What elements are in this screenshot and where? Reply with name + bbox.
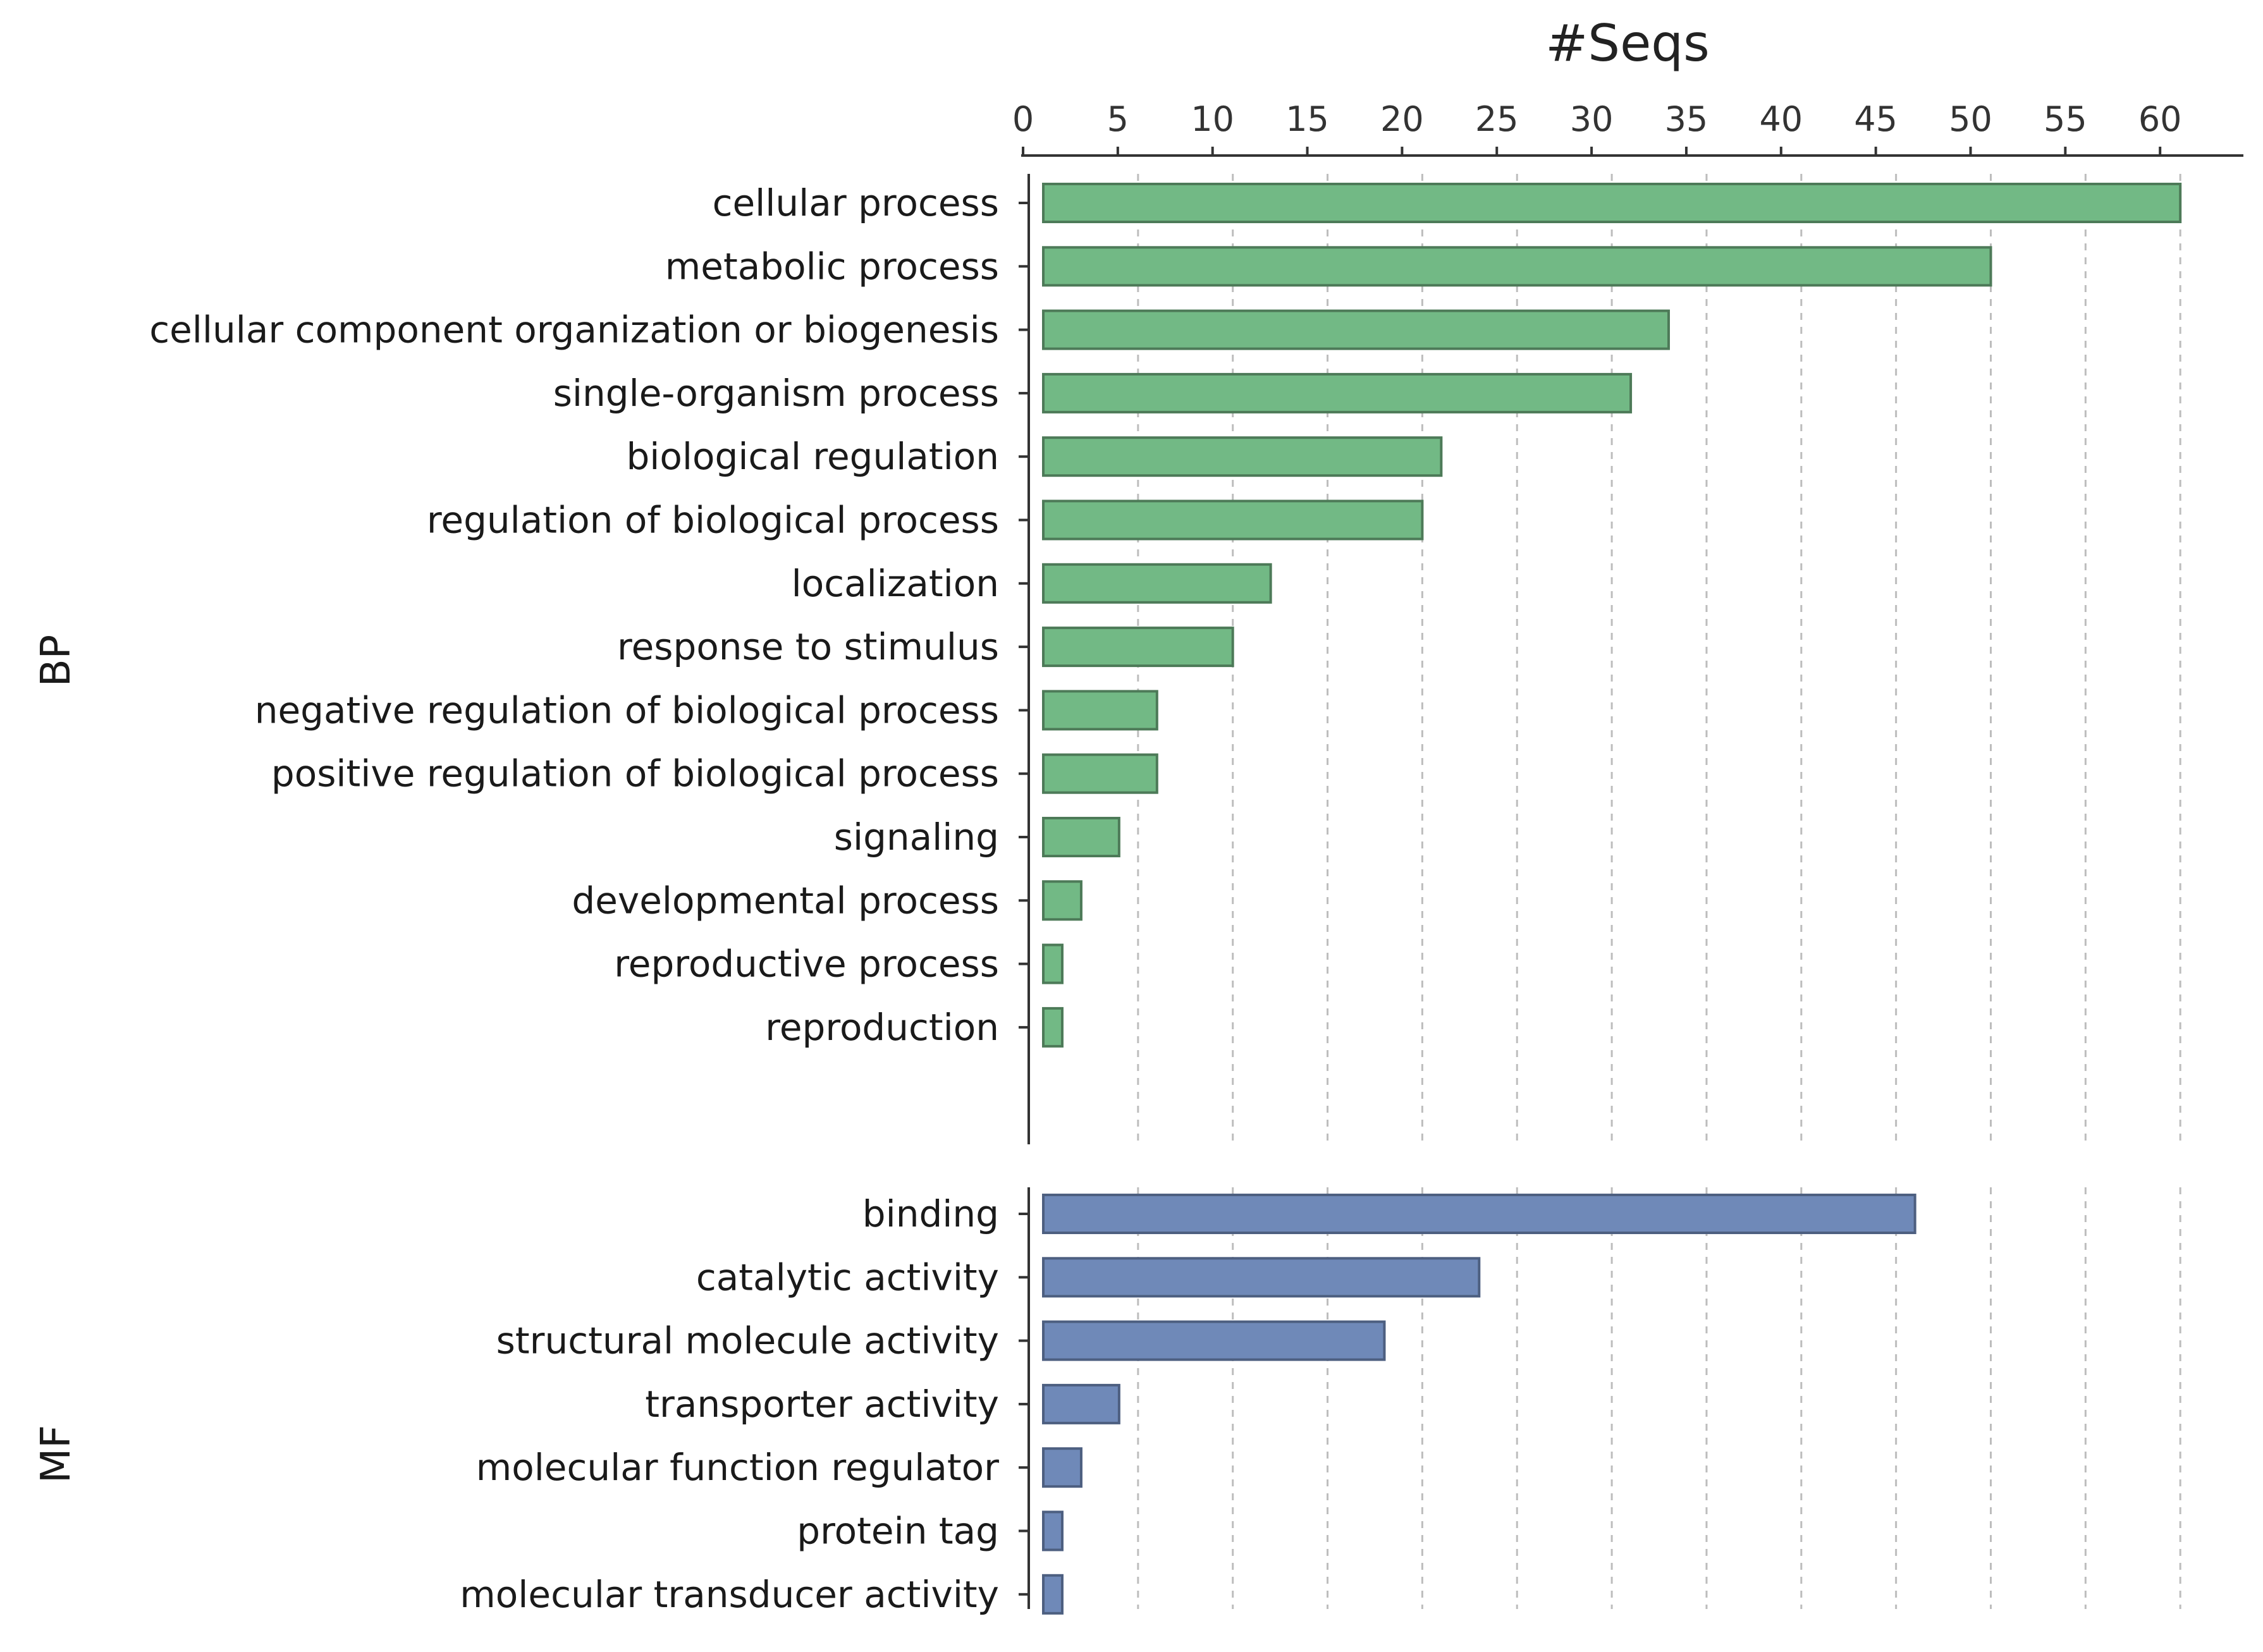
bar-mf xyxy=(1042,1194,1916,1234)
bar-bp xyxy=(1042,246,1992,287)
bar-bp xyxy=(1042,309,1671,350)
labels: #Seqs 0 5 10 15 20 25 30 35 40 45 50 55 60 BP cellular … xyxy=(33,14,2182,1616)
category-label: molecular function regulator xyxy=(476,1446,999,1489)
x-tick-label: 50 xyxy=(1949,99,1992,139)
x-axis-title: #Seqs xyxy=(1545,14,1710,73)
bar-bp xyxy=(1042,690,1158,731)
category-label: molecular transducer activity xyxy=(460,1573,999,1616)
group-label-mf: MF xyxy=(33,1425,80,1483)
category-label: catalytic activity xyxy=(696,1256,999,1299)
bar-bp xyxy=(1042,817,1120,857)
category-label: binding xyxy=(862,1192,999,1235)
x-tick-label: 25 xyxy=(1475,99,1519,139)
category-label: reproduction xyxy=(765,1006,999,1049)
x-tick-label: 0 xyxy=(1012,99,1034,139)
category-label: signaling xyxy=(834,816,999,859)
x-tick-label: 20 xyxy=(1380,99,1424,139)
category-label: response to stimulus xyxy=(617,625,999,668)
bar-bp xyxy=(1042,753,1158,794)
axes xyxy=(1019,147,2243,1609)
x-tick-label: 5 xyxy=(1107,99,1129,139)
group-label-bp: BP xyxy=(33,635,80,687)
bar-mf xyxy=(1042,1320,1386,1361)
bar-bp xyxy=(1042,1006,1064,1048)
category-label: biological regulation xyxy=(626,435,999,478)
bar-mf xyxy=(1042,1574,1064,1615)
category-label: structural molecule activity xyxy=(496,1319,999,1362)
x-tick-label: 45 xyxy=(1854,99,1898,139)
bar-bp xyxy=(1042,943,1064,984)
category-label: cellular process xyxy=(713,181,999,224)
bar-bp xyxy=(1042,372,1633,413)
category-label: developmental process xyxy=(572,879,999,922)
bar-mf xyxy=(1042,1510,1064,1551)
category-label: single-organism process xyxy=(553,372,999,415)
category-label: transporter activity xyxy=(645,1383,999,1426)
category-label: localization xyxy=(792,562,999,605)
bar-bp xyxy=(1042,627,1234,668)
category-label: negative regulation of biological proces… xyxy=(255,688,999,731)
category-label: reproductive process xyxy=(614,943,999,986)
bar-mf xyxy=(1042,1257,1481,1298)
bar-bp xyxy=(1042,499,1424,541)
bar-mf xyxy=(1042,1447,1082,1488)
category-label: cellular component organization or bioge… xyxy=(149,309,999,352)
bar-mf xyxy=(1042,1383,1120,1424)
category-label: regulation of biological process xyxy=(427,499,999,542)
x-tick-label: 55 xyxy=(2044,99,2087,139)
x-tick-label: 15 xyxy=(1285,99,1329,139)
bars xyxy=(1042,183,2182,1615)
x-tick-label: 30 xyxy=(1570,99,1614,139)
x-tick-label: 10 xyxy=(1191,99,1234,139)
gridlines xyxy=(1137,174,2181,1609)
x-tick-label: 40 xyxy=(1759,99,1803,139)
x-tick-label: 60 xyxy=(2138,99,2182,139)
category-label: metabolic process xyxy=(665,245,999,288)
x-tick-label: 35 xyxy=(1665,99,1708,139)
bar-bp xyxy=(1042,880,1082,921)
category-label: protein tag xyxy=(797,1510,999,1553)
bar-bp xyxy=(1042,436,1443,477)
category-label: positive regulation of biological proces… xyxy=(271,752,999,795)
bar-bp xyxy=(1042,183,2182,223)
bar-bp xyxy=(1042,563,1272,604)
